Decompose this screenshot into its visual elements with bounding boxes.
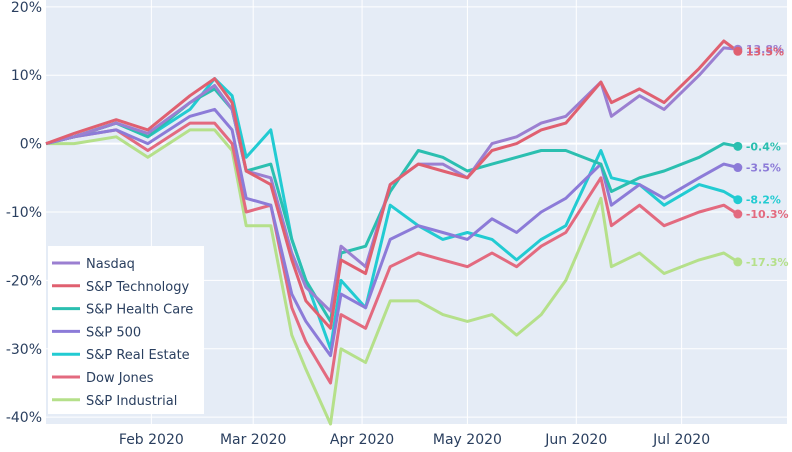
legend-item-sp-health-care[interactable]: S&P Health Care xyxy=(52,303,193,318)
legend-item-sp-500[interactable]: S&P 500 xyxy=(52,325,141,340)
end-marker-sp-technology xyxy=(733,46,743,56)
legend-label: S&P Technology xyxy=(86,280,189,295)
y-tick-label: -10% xyxy=(6,205,42,221)
end-marker-sp-500 xyxy=(733,163,743,173)
x-axis: Feb 2020 Mar 2020 Apr 2020 May 2020 Jun 2020… xyxy=(119,432,710,448)
end-label-dow-jones: -10.3% xyxy=(746,208,789,221)
series-line-sp-health-care[interactable] xyxy=(45,87,739,323)
legend[interactable]: Nasdaq S&P Technology S&P Health Care S&P 5… xyxy=(48,246,204,414)
legend-label: Dow Jones xyxy=(86,371,154,386)
legend-item-sp-real-estate[interactable]: S&P Real Estate xyxy=(52,348,190,363)
series-lines xyxy=(45,39,739,426)
y-tick-label: 10% xyxy=(11,68,42,84)
y-tick-label: 0% xyxy=(20,137,42,153)
end-markers: 13.8%13.5% -0.4% -3.5% -8.2%-10.3% -17.3% xyxy=(733,43,789,269)
series-line-dow-jones[interactable] xyxy=(45,121,739,385)
series-line-sp-industrial[interactable] xyxy=(46,128,739,426)
x-tick-label: Jul 2020 xyxy=(652,432,710,448)
x-tick-label: May 2020 xyxy=(433,432,502,448)
end-label-sp-industrial: -17.3% xyxy=(746,256,789,269)
y-tick-label: -20% xyxy=(6,273,42,289)
series-line-sp-real-estate[interactable] xyxy=(45,77,739,351)
end-label-nasdaq: 13.8% xyxy=(746,43,784,56)
legend-item-nasdaq[interactable]: Nasdaq xyxy=(52,257,135,272)
end-label-sp-real-estate: -8.2% xyxy=(746,194,781,207)
end-label-sp-health-care: -0.4% xyxy=(746,140,781,153)
legend-label: S&P Health Care xyxy=(86,303,193,318)
legend-label: S&P Industrial xyxy=(86,394,177,409)
end-marker-sp-industrial xyxy=(733,257,743,267)
end-marker-sp-health-care xyxy=(733,141,743,151)
end-label-sp-technology: 13.5% xyxy=(746,45,784,58)
legend-item-sp-industrial[interactable]: S&P Industrial xyxy=(52,394,177,409)
end-marker-dow-jones xyxy=(733,209,743,219)
series-line-sp-500[interactable] xyxy=(45,107,739,358)
legend-label: S&P 500 xyxy=(86,325,141,340)
end-label-sp-500: -3.5% xyxy=(746,162,781,175)
legend-item-dow-jones[interactable]: Dow Jones xyxy=(52,371,154,386)
legend-label: Nasdaq xyxy=(86,257,135,272)
series-line-sp-technology[interactable] xyxy=(45,39,739,330)
y-tick-label: -30% xyxy=(6,342,42,358)
y-tick-label: -40% xyxy=(6,410,42,426)
x-tick-label: Feb 2020 xyxy=(119,432,184,448)
x-tick-label: Mar 2020 xyxy=(220,432,287,448)
legend-label: S&P Real Estate xyxy=(86,348,190,363)
y-tick-label: 20% xyxy=(11,0,42,16)
x-tick-label: Apr 2020 xyxy=(330,432,394,448)
legend-item-sp-technology[interactable]: S&P Technology xyxy=(52,280,189,295)
end-marker-sp-real-estate xyxy=(733,195,743,205)
x-tick-label: Jun 2020 xyxy=(544,432,607,448)
y-axis: 20% 10% 0% -10% -20% -30% -40% xyxy=(6,0,42,426)
